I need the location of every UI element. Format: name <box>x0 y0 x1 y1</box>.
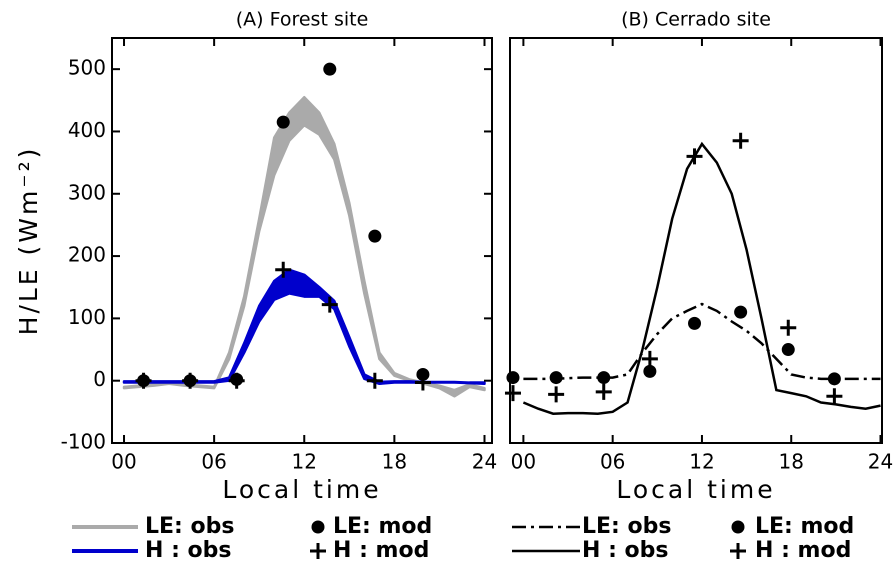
x-tick-label: 00 <box>111 450 136 474</box>
dot-marker <box>597 371 611 385</box>
x-tick-label: 12 <box>689 450 714 474</box>
plot-frame <box>111 37 493 444</box>
dot-marker <box>734 305 748 319</box>
plus-marker <box>826 388 843 405</box>
plus-marker <box>228 372 245 389</box>
plus-marker <box>641 350 658 367</box>
legend-label: LE: mod <box>333 514 432 539</box>
x-axis-label: Local time <box>222 475 381 504</box>
x-tick-label: 00 <box>511 450 536 474</box>
plus-marker <box>135 372 152 389</box>
panel-title: (B) Cerrado site <box>621 9 771 31</box>
plus-marker <box>732 132 749 149</box>
x-tick-label: 24 <box>472 450 497 474</box>
dot-marker <box>368 229 382 243</box>
dot-marker <box>549 371 563 385</box>
legend-label: H : obs <box>582 538 669 563</box>
legend-label: LE: obs <box>582 514 671 539</box>
x-tick-label: 18 <box>382 450 407 474</box>
plus-marker <box>686 148 703 165</box>
plus-marker <box>414 374 431 391</box>
dot-marker <box>506 371 520 385</box>
dot-marker <box>688 316 702 330</box>
plus-marker <box>182 372 199 389</box>
y-tick-label: 400 <box>68 118 106 142</box>
y-axis-label: H/LE (Wm⁻²) <box>14 146 43 336</box>
plus-marker <box>275 261 292 278</box>
legend-label: LE: obs <box>145 514 234 539</box>
dot-marker <box>643 364 657 378</box>
x-tick-label: 06 <box>201 450 226 474</box>
legend-swatch <box>311 520 325 534</box>
y-tick-label: 300 <box>68 180 106 204</box>
legend-swatch <box>730 543 746 559</box>
legend-swatch <box>310 543 326 559</box>
x-tick-label: 24 <box>868 450 893 474</box>
x-tick-label: 12 <box>292 450 317 474</box>
y-tick-label: 0 <box>93 367 106 391</box>
x-axis-label: Local time <box>616 475 775 504</box>
band-area <box>122 95 486 398</box>
dot-marker <box>827 372 841 386</box>
dot-marker <box>781 343 795 357</box>
y-tick-label: 200 <box>68 243 106 267</box>
plus-marker <box>366 372 383 389</box>
plus-marker <box>595 383 612 400</box>
plus-marker <box>548 386 565 403</box>
series-line <box>522 141 881 415</box>
plus-marker <box>504 385 521 402</box>
dot-marker <box>323 62 337 76</box>
legend-label: H : obs <box>145 538 232 563</box>
plot-frame <box>509 37 883 444</box>
x-tick-label: 06 <box>600 450 625 474</box>
plus-marker <box>321 296 338 313</box>
plus-marker <box>780 319 797 336</box>
legend-label: H : mod <box>333 538 429 563</box>
band-area <box>122 268 486 386</box>
x-tick-label: 18 <box>779 450 804 474</box>
y-tick-label: -100 <box>61 430 106 454</box>
dot-marker <box>276 115 290 129</box>
y-tick-label: 100 <box>68 305 106 329</box>
legend-swatch <box>731 520 745 534</box>
legend-label: LE: mod <box>755 514 854 539</box>
panel-title: (A) Forest site <box>236 9 369 31</box>
series-line <box>523 302 881 381</box>
y-tick-label: 500 <box>68 56 106 80</box>
dot-marker <box>416 367 430 381</box>
legend-label: H : mod <box>755 538 851 563</box>
